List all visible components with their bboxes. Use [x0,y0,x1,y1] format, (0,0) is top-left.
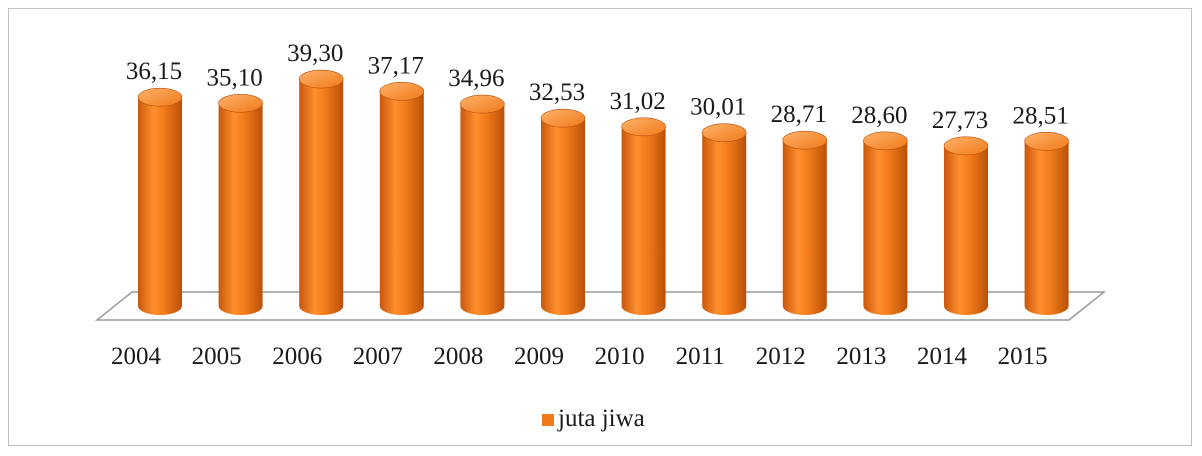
bar-body [379,91,424,315]
value-label-2011: 30,01 [690,94,746,121]
value-label-2007: 37,17 [368,52,424,79]
bar-body [138,97,182,315]
value-label-2009: 32,53 [529,79,585,106]
value-label-2014: 27,73 [932,107,988,134]
x-tick-label-2009: 2009 [514,343,564,370]
bar-2007 [379,82,425,315]
bar-2015 [1024,132,1069,315]
bar-body [218,103,263,315]
bar-body [621,126,666,315]
bar-body [460,104,505,315]
x-tick-label-2005: 2005 [192,343,242,370]
x-tick-label-2011: 2011 [676,343,725,370]
value-label-2013: 28,60 [851,102,907,129]
value-label-2004: 36,15 [126,58,182,85]
x-tick-label-2006: 2006 [272,343,322,370]
bar-top-cap [379,82,425,101]
bar-2008 [460,94,505,315]
x-tick-labels-group: 2004 2005 2006 2007 2008 2009 2010 2011 2012 2013… [111,343,1048,370]
value-label-2006: 39,30 [287,40,343,67]
chart-frame [8,8,1192,446]
bar-body [944,145,988,315]
bar-2011 [701,123,747,315]
bar-2009 [540,108,586,315]
bar-body [702,132,747,315]
value-label-2010: 31,02 [609,88,665,115]
x-tick-label-2008: 2008 [433,343,483,370]
bar-top-cap [782,130,828,150]
bar-top-cap [701,123,747,142]
bar-body [1024,141,1069,315]
bar-top-cap [460,94,505,114]
bar-body [541,118,585,315]
bar-top-cap [863,131,908,151]
value-label-2005: 35,10 [206,64,262,91]
bar-top-cap [137,87,183,107]
bar-top-cap [298,69,344,89]
x-tick-label-2015: 2015 [998,343,1048,370]
bar-body [299,79,344,315]
bar-top-cap [1024,132,1069,151]
bar-2014 [943,136,989,315]
x-tick-label-2004: 2004 [111,343,162,370]
bar-top-cap [540,108,586,128]
x-tick-label-2012: 2012 [756,343,806,370]
bar-top-cap [218,93,263,113]
value-labels-group: 36,15 35,10 39,30 37,17 34,96 32,53 31,02 30,01… [126,40,1069,134]
value-label-2015: 28,51 [1012,102,1068,129]
bars-group [137,69,1069,315]
value-label-2012: 28,71 [771,101,827,128]
bar-2012 [782,130,828,315]
bar-2004 [137,87,183,315]
legend-label: juta jiwa [557,405,645,432]
bar-2005 [218,93,263,315]
x-tick-label-2007: 2007 [353,343,403,370]
value-label-2008: 34,96 [448,65,504,92]
x-tick-label-2014: 2014 [917,343,968,370]
bar-2010 [621,117,666,315]
legend-swatch [542,414,554,426]
bar-top-cap [943,136,989,156]
chart-floor [94,291,1107,321]
x-tick-label-2010: 2010 [595,343,645,370]
x-tick-label-2013: 2013 [836,343,886,370]
bar-body [863,140,908,315]
bar-2006 [298,69,344,315]
bar-top-cap [621,117,666,137]
legend: juta jiwa [542,405,645,432]
bar-2013 [863,131,908,315]
bar-body [782,140,827,315]
